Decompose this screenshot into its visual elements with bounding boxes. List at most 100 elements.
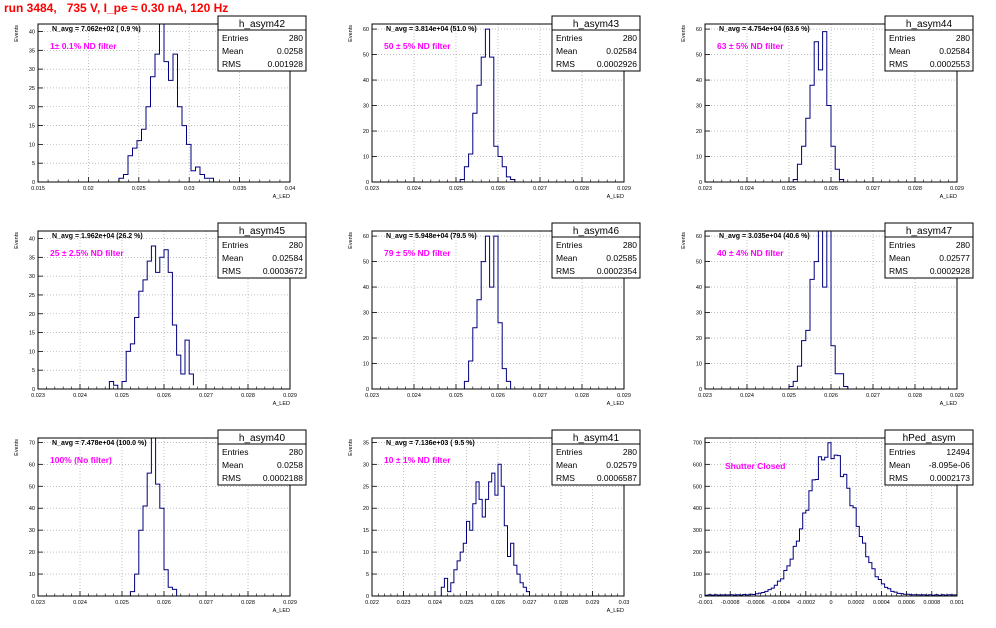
- y-tick-label: 25: [29, 293, 35, 299]
- x-tick-label: 0.025: [460, 600, 474, 606]
- stats-label: Mean: [556, 46, 578, 56]
- stats-value: 0.0002928: [930, 266, 970, 276]
- y-tick-label: 0: [32, 594, 35, 600]
- y-tick-label: 20: [363, 129, 369, 135]
- histogram-panel-hPed_asym: -0.001 -0.0008 -0.0006 -0.0004 -0.0002 0 0.000…: [693, 429, 974, 606]
- histogram-panel-h_asym42: 0.015 0.02 0.025 0.03 0.035 0.04 0 5 10 15 20 25 30 3…: [14, 15, 307, 200]
- y-tick-label: 10: [363, 362, 369, 368]
- y-tick-label: 10: [29, 142, 35, 148]
- histogram-panel-h_asym43: 0.023 0.024 0.025 0.026 0.027 0.028 0.029 0 10 20…: [348, 15, 641, 200]
- stats-value: 0.0258: [277, 460, 303, 470]
- x-tick-label: 0.025: [115, 393, 129, 399]
- stats-box-frame: [551, 429, 641, 486]
- x-tick-label: 0.029: [586, 600, 600, 606]
- y-tick-label: 400: [693, 506, 702, 512]
- stats-box-frame: [884, 429, 974, 486]
- filter-annotation: 40 ± 4% ND filter: [717, 248, 784, 258]
- y-tick-label: 100: [693, 572, 702, 578]
- stats-label: Entries: [556, 240, 582, 250]
- plot-area: 0.023 0.024 0.025 0.026 0.027 0.028 0.029 0 10 20…: [14, 429, 307, 614]
- histogram-series: [108, 245, 194, 390]
- stats-label: Mean: [222, 46, 244, 56]
- filter-annotation: 1± 0.1% ND filter: [50, 41, 117, 51]
- stats-title: h_asym40: [239, 433, 286, 444]
- x-tick-label: 0.023: [698, 393, 712, 399]
- histogram-series: [792, 31, 845, 182]
- stats-label: Mean: [222, 460, 244, 470]
- y-tick-label: 30: [696, 104, 702, 110]
- navg-label: N_avg = 7.478e+04 (100.0 %): [52, 440, 147, 447]
- y-tick-label: 20: [696, 336, 702, 342]
- navg-label: N_avg = 3.035e+04 (40.6 %): [719, 233, 810, 240]
- stats-label: RMS: [222, 473, 241, 483]
- stats-box-frame: [884, 15, 974, 72]
- y-tick-label: 20: [29, 105, 35, 111]
- y-tick-label: 15: [29, 331, 35, 337]
- x-tick-label: 0.028: [908, 393, 922, 399]
- x-tick-label: 0.028: [908, 186, 922, 192]
- x-axis-title: A_LED: [940, 194, 957, 200]
- y-tick-label: 40: [363, 285, 369, 291]
- stats-box: h_asym40 Entries 280 Mean 0.0258 RMS 0.0002188: [217, 429, 307, 486]
- stats-value: 0.02584: [606, 46, 637, 56]
- x-axis-title: A_LED: [607, 194, 624, 200]
- plot-area: 0.015 0.02 0.025 0.03 0.035 0.04 0 5 10 15 20 25 30 3…: [14, 15, 307, 200]
- x-tick-label: 0.023: [365, 186, 379, 192]
- filter-annotation: 10 ± 1% ND filter: [384, 455, 451, 465]
- stats-value: 280: [956, 240, 970, 250]
- x-tick-label: 0.026: [491, 186, 505, 192]
- x-tick-label: 0.02: [83, 186, 94, 192]
- y-tick-label: 0: [366, 594, 369, 600]
- histogram-panel-h_asym40: 0.023 0.024 0.025 0.026 0.027 0.028 0.029 0 10 20…: [14, 429, 307, 614]
- x-tick-label: 0.025: [115, 600, 129, 606]
- x-tick-label: 0.027: [199, 393, 213, 399]
- y-tick-label: 0: [699, 387, 702, 393]
- stats-label: RMS: [889, 266, 908, 276]
- x-tick-label: 0.023: [397, 600, 411, 606]
- stats-title: h_asym42: [239, 19, 286, 30]
- y-tick-label: 35: [29, 48, 35, 54]
- stats-value: 0.02585: [606, 253, 637, 263]
- y-tick-label: 30: [29, 528, 35, 534]
- x-tick-label: 0.029: [283, 600, 297, 606]
- x-tick-label: 0.0008: [923, 600, 940, 606]
- navg-label: N_avg = 4.754e+04 (63.6 %): [719, 26, 810, 33]
- stats-label: Entries: [889, 33, 915, 43]
- filter-annotation: 100% (No filter): [50, 455, 112, 465]
- x-tick-label: 0.025: [449, 393, 463, 399]
- y-tick-label: 10: [363, 155, 369, 161]
- stats-title: h_asym43: [573, 19, 620, 30]
- x-axis-title: A_LED: [273, 608, 290, 614]
- filter-annotation: 25 ± 2.5% ND filter: [50, 248, 124, 258]
- histogram-series: [788, 230, 849, 389]
- x-tick-label: 0.028: [575, 393, 589, 399]
- x-tick-label: 0.03: [184, 186, 195, 192]
- x-tick-label: 0.027: [523, 600, 537, 606]
- x-tick-label: 0.028: [554, 600, 568, 606]
- x-tick-label: 0.027: [533, 186, 547, 192]
- y-tick-label: 200: [693, 550, 702, 556]
- x-axis-title: A_LED: [607, 401, 624, 407]
- y-tick-label: 15: [363, 528, 369, 534]
- x-tick-label: 0.03: [619, 600, 630, 606]
- y-tick-label: 30: [29, 67, 35, 73]
- y-tick-label: 60: [363, 234, 369, 240]
- stats-label: Entries: [222, 240, 248, 250]
- stats-value: 280: [956, 33, 970, 43]
- navg-label: N_avg = 7.062e+02 ( 0.9 %): [52, 26, 141, 33]
- stats-box-frame: [551, 15, 641, 72]
- filter-annotation: Shutter Closed: [725, 461, 785, 471]
- stats-title: h_asym46: [573, 226, 620, 237]
- navg-label: N_avg = 5.948e+04 (79.5 %): [386, 233, 477, 240]
- x-tick-label: 0.025: [132, 186, 146, 192]
- stats-label: Entries: [222, 33, 248, 43]
- stats-value: 0.02579: [606, 460, 637, 470]
- y-tick-label: 10: [696, 155, 702, 161]
- stats-value: 280: [623, 447, 637, 457]
- y-tick-label: 10: [696, 362, 702, 368]
- x-tick-label: 0.028: [575, 186, 589, 192]
- y-tick-label: 300: [693, 528, 702, 534]
- x-tick-label: 0.001: [950, 600, 964, 606]
- y-tick-label: 5: [32, 161, 35, 167]
- stats-value: -8.095e-06: [929, 460, 970, 470]
